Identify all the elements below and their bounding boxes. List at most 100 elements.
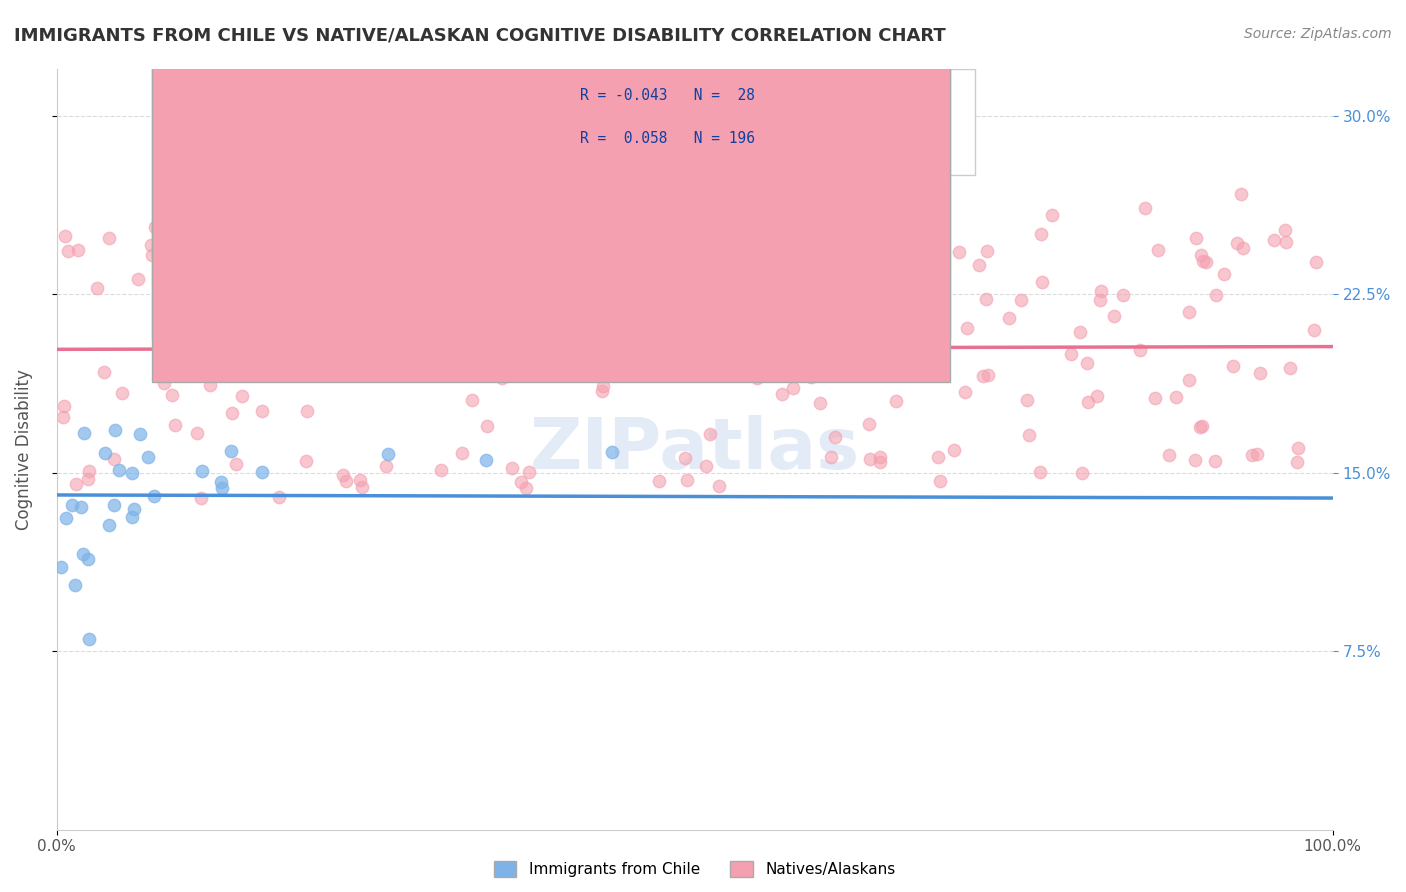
Point	[851, 322, 873, 336]
Point	[121, 510, 143, 524]
Point	[569, 333, 592, 347]
Point	[1184, 231, 1206, 245]
Point	[770, 387, 793, 401]
Point	[1222, 359, 1244, 373]
Point	[219, 443, 242, 458]
Point	[429, 463, 451, 477]
Point	[183, 349, 205, 363]
Point	[443, 236, 465, 251]
Point	[858, 417, 880, 432]
Point	[648, 475, 671, 489]
Point	[1060, 347, 1083, 361]
Point	[517, 465, 540, 479]
Point	[1213, 268, 1236, 282]
Point	[55, 511, 77, 525]
Point	[956, 321, 979, 335]
Point	[1178, 305, 1201, 319]
Point	[707, 479, 730, 493]
Point	[591, 384, 613, 398]
Point	[336, 336, 359, 351]
Point	[1205, 288, 1227, 302]
Point	[357, 268, 380, 282]
Point	[1232, 242, 1254, 256]
Point	[671, 305, 693, 319]
Point	[349, 222, 371, 236]
Point	[1076, 356, 1098, 370]
Point	[1249, 367, 1271, 381]
Point	[111, 386, 134, 401]
FancyBboxPatch shape	[152, 0, 950, 339]
Point	[928, 474, 950, 488]
Legend: Immigrants from Chile, Natives/Alaskans: Immigrants from Chile, Natives/Alaskans	[488, 855, 903, 883]
Point	[948, 245, 970, 260]
Point	[738, 200, 761, 214]
Point	[955, 384, 977, 399]
Point	[903, 289, 925, 303]
Point	[392, 293, 415, 308]
Point	[869, 454, 891, 468]
Point	[73, 425, 96, 440]
Point	[1246, 447, 1268, 461]
Point	[547, 346, 569, 360]
Point	[252, 403, 274, 417]
Point	[481, 248, 503, 262]
Point	[127, 272, 149, 286]
Point	[695, 458, 717, 473]
Point	[209, 475, 232, 489]
Point	[72, 547, 94, 561]
Point	[60, 498, 83, 512]
Point	[352, 480, 374, 494]
Point	[1192, 254, 1215, 268]
Y-axis label: Cognitive Disability: Cognitive Disability	[15, 368, 32, 530]
Point	[713, 248, 735, 262]
Point	[976, 368, 998, 383]
Point	[782, 381, 804, 395]
Point	[503, 343, 526, 357]
Point	[1069, 325, 1091, 339]
Point	[1029, 227, 1052, 241]
Point	[800, 370, 823, 384]
Point	[998, 311, 1021, 326]
Point	[475, 452, 498, 467]
Point	[159, 255, 181, 269]
Point	[754, 231, 776, 245]
Point	[77, 551, 100, 566]
Point	[477, 418, 499, 433]
Point	[967, 259, 990, 273]
Point	[121, 467, 143, 481]
Point	[103, 498, 125, 512]
Point	[186, 426, 208, 441]
Point	[160, 387, 183, 401]
Point	[509, 475, 531, 490]
Point	[699, 427, 721, 442]
Point	[211, 481, 233, 495]
Point	[721, 273, 744, 287]
Point	[762, 313, 785, 327]
Point	[295, 404, 318, 418]
Text: R = -0.043   N =  28: R = -0.043 N = 28	[579, 88, 755, 103]
Point	[1090, 284, 1112, 298]
Point	[354, 248, 377, 262]
Point	[1226, 236, 1249, 251]
Point	[853, 211, 876, 225]
Point	[458, 274, 481, 288]
Point	[66, 243, 89, 257]
Point	[198, 364, 221, 378]
Point	[93, 365, 115, 379]
Point	[231, 389, 253, 403]
Point	[401, 316, 423, 330]
Point	[1286, 441, 1309, 455]
Point	[538, 293, 561, 307]
Point	[591, 282, 613, 296]
Point	[55, 228, 77, 243]
Point	[86, 280, 108, 294]
Point	[58, 244, 80, 258]
Point	[820, 450, 842, 465]
Point	[1195, 255, 1218, 269]
Point	[824, 430, 846, 444]
Point	[250, 240, 273, 254]
Point	[94, 445, 117, 459]
Point	[299, 293, 322, 308]
Point	[1111, 288, 1133, 302]
Point	[1040, 208, 1063, 222]
